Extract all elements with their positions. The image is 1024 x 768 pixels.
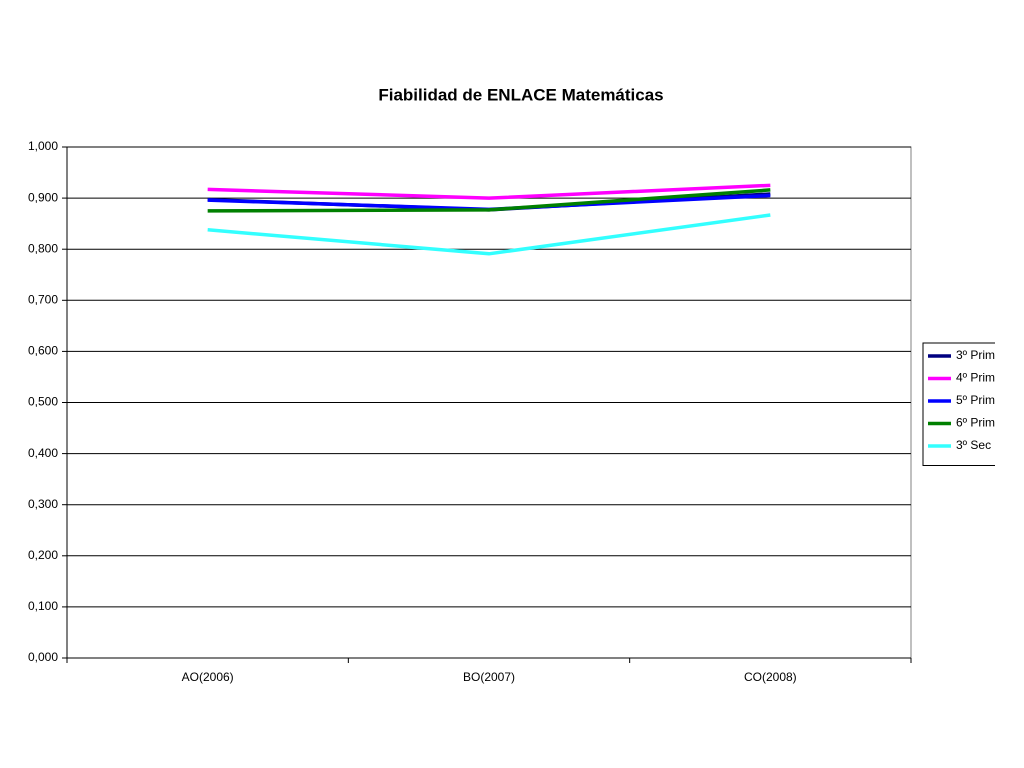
legend-label: 4º Prim xyxy=(956,371,995,385)
y-tick-label: 0,400 xyxy=(28,446,58,460)
y-tick-label: 1,000 xyxy=(28,139,58,153)
legend-label: 3º Sec xyxy=(956,438,991,452)
legend: 3º Prim 4º Prim 5º Prim 6º Prim 3º Sec xyxy=(922,342,995,466)
y-tick-label: 0,600 xyxy=(28,344,58,358)
x-tick-label: CO(2008) xyxy=(744,670,797,684)
y-tick-label: 0,500 xyxy=(28,395,58,409)
y-tick-label: 0,000 xyxy=(28,650,58,664)
series-line xyxy=(207,213,771,256)
x-tick-label: BO(2007) xyxy=(463,670,515,684)
y-tick-label: 0,100 xyxy=(28,599,58,613)
y-tick-label: 0,200 xyxy=(28,548,58,562)
legend-label: 3º Prim xyxy=(956,348,995,362)
series-line xyxy=(207,183,771,200)
y-tick-label: 0,800 xyxy=(28,241,58,255)
legend-label: 6º Prim xyxy=(956,416,995,430)
legend-label: 5º Prim xyxy=(956,393,995,407)
x-tick-label: AO(2006) xyxy=(182,670,234,684)
series-line xyxy=(207,188,771,213)
y-tick-label: 0,700 xyxy=(28,292,58,306)
y-tick-label: 0,300 xyxy=(28,497,58,511)
chart-title: Fiabilidad de ENLACE Matemáticas xyxy=(378,85,663,104)
y-tick-label: 0,900 xyxy=(28,190,58,204)
